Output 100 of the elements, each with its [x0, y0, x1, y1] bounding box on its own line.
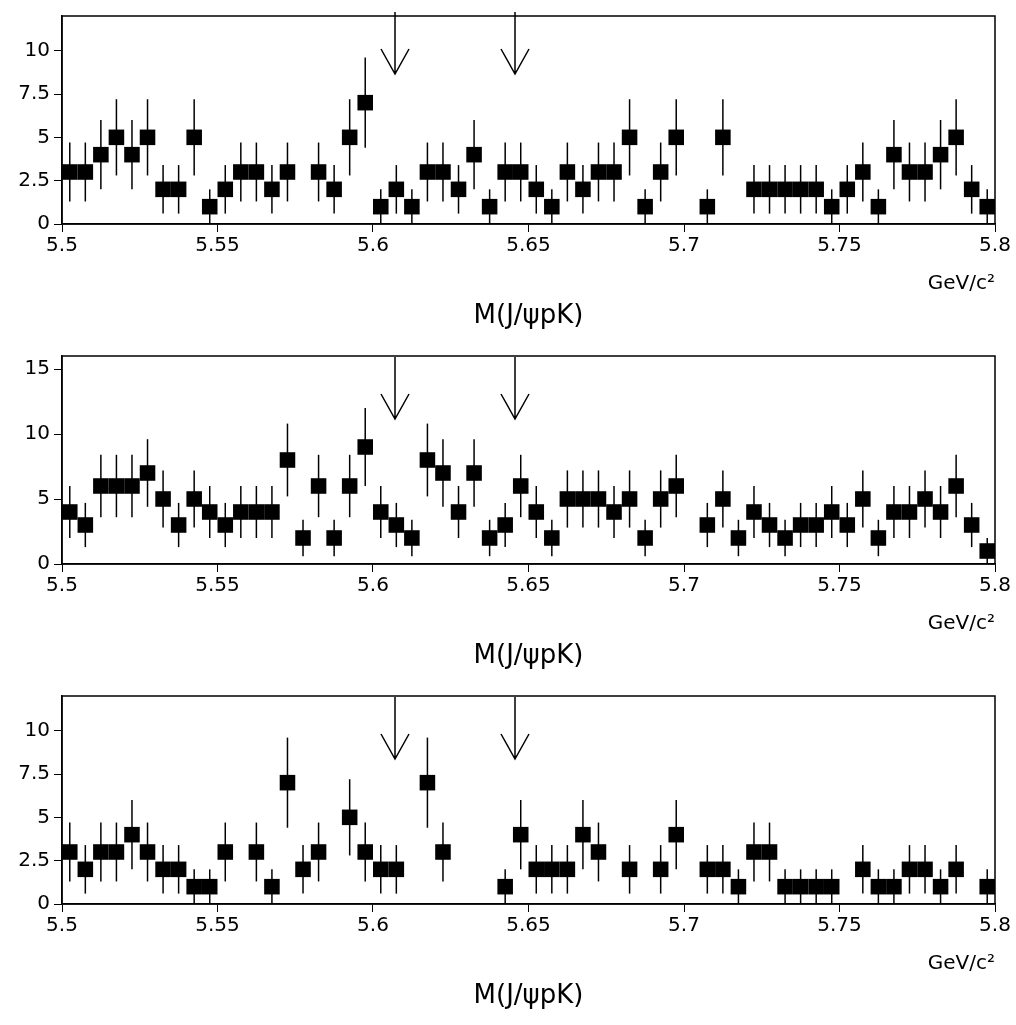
point	[419, 164, 436, 180]
point	[823, 198, 840, 215]
point	[777, 530, 793, 546]
point	[481, 530, 498, 546]
point	[528, 861, 545, 878]
x-tick-label: 5.8	[979, 572, 1011, 597]
point	[886, 878, 902, 895]
point	[668, 129, 684, 146]
point	[404, 198, 420, 215]
point	[808, 878, 824, 895]
y-tick-label: 10	[24, 716, 50, 741]
point	[590, 844, 607, 860]
point	[652, 164, 669, 180]
point	[575, 181, 591, 198]
point	[62, 504, 78, 520]
point	[699, 517, 716, 533]
point	[279, 452, 296, 468]
point	[373, 504, 389, 520]
point	[341, 809, 358, 826]
point	[279, 774, 296, 791]
point	[606, 504, 622, 520]
y-tick-label: 5	[37, 803, 50, 828]
point	[621, 129, 638, 146]
point	[264, 504, 280, 520]
point	[108, 844, 125, 860]
point	[341, 478, 358, 494]
x-axis-title: M(J/ψpK)	[473, 299, 584, 330]
point	[466, 465, 482, 481]
x-tick-label: 5.5	[46, 232, 78, 257]
point	[139, 844, 156, 860]
point	[512, 478, 529, 494]
point	[512, 164, 529, 180]
point	[808, 181, 824, 198]
point	[326, 530, 342, 546]
point	[93, 478, 109, 494]
point	[264, 181, 280, 198]
point	[715, 861, 731, 878]
point	[217, 517, 234, 533]
point	[948, 129, 964, 146]
point	[201, 504, 218, 520]
point	[870, 198, 887, 215]
point	[839, 517, 856, 533]
point	[544, 530, 560, 546]
point	[575, 826, 591, 843]
point	[715, 491, 731, 507]
point	[823, 504, 840, 520]
point	[170, 861, 187, 878]
point	[901, 164, 918, 180]
point	[559, 164, 576, 180]
point	[388, 861, 405, 878]
x-tick-label: 5.7	[668, 912, 700, 937]
point	[450, 504, 467, 520]
point	[124, 478, 140, 494]
point	[419, 774, 436, 791]
point	[201, 198, 218, 215]
point	[761, 517, 778, 533]
point	[186, 129, 202, 146]
point	[233, 164, 249, 180]
point	[746, 844, 762, 860]
point	[528, 504, 545, 520]
x-tick-label: 5.8	[979, 912, 1011, 937]
point	[730, 878, 747, 895]
y-tick-label: 0	[37, 550, 50, 575]
x-axis-title: M(J/ψpK)	[473, 979, 584, 1010]
point	[870, 878, 887, 895]
point	[652, 861, 669, 878]
point	[761, 181, 778, 198]
x-tick-label: 5.65	[506, 232, 551, 257]
point	[77, 861, 94, 878]
x-tick-label: 5.5	[46, 572, 78, 597]
point	[948, 478, 964, 494]
point	[652, 491, 669, 507]
y-tick-label: 5	[37, 485, 50, 510]
point	[792, 878, 809, 895]
point	[435, 164, 451, 180]
point	[746, 504, 762, 520]
point	[93, 844, 109, 860]
point	[730, 530, 747, 546]
x-tick-label: 5.7	[668, 572, 700, 597]
point	[886, 504, 902, 520]
point	[886, 146, 902, 163]
point	[855, 164, 871, 180]
point	[357, 844, 373, 860]
text: GeV/c²	[927, 950, 995, 975]
y-tick-label: 10	[24, 36, 50, 61]
point	[699, 198, 716, 215]
y-tick-label: 15	[24, 355, 50, 380]
y-tick-label: 7.5	[18, 80, 50, 105]
point	[124, 826, 140, 843]
point	[170, 181, 187, 198]
point	[901, 861, 918, 878]
text: GeV/c²	[927, 270, 995, 295]
point	[201, 878, 218, 895]
x-tick-label: 5.55	[195, 912, 240, 937]
point	[777, 181, 793, 198]
point	[93, 146, 109, 163]
point	[217, 181, 234, 198]
point	[637, 198, 653, 215]
point	[559, 491, 576, 507]
point	[108, 478, 125, 494]
